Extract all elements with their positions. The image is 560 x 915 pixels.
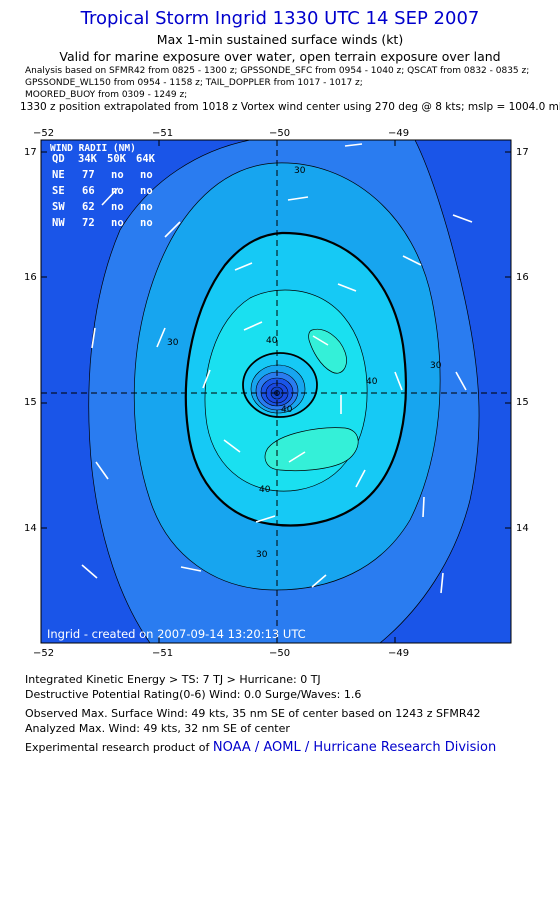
destructive-potential-line: Destructive Potential Rating(0-6) Wind: … xyxy=(25,688,362,701)
lon-tick-bottom: −49 xyxy=(388,648,410,659)
wind-radii-cell: no xyxy=(140,201,153,213)
wind-radii-cell: 72 xyxy=(82,217,95,229)
position-note: 1330 z position extrapolated from 1018 z… xyxy=(20,101,560,113)
center-crosshair xyxy=(41,140,511,643)
wind-radii-header: 34K xyxy=(78,153,98,165)
observed-max-wind-line: Observed Max. Surface Wind: 49 kts, 35 n… xyxy=(25,707,481,720)
wind-radii-table: WIND RADII (NM) QD 34K 50K 64K NE 77 no … xyxy=(50,143,156,229)
lat-tick-right: 17 xyxy=(516,147,529,158)
wind-radii-header: 50K xyxy=(107,153,127,165)
wind-radii-cell: no xyxy=(111,201,124,213)
lon-tick-bottom: −52 xyxy=(33,648,55,659)
page-title: Tropical Storm Ingrid 1330 UTC 14 SEP 20… xyxy=(80,8,480,29)
axis-tick-marks xyxy=(40,140,511,643)
kinetic-energy-line: Integrated Kinetic Energy > TS: 7 TJ > H… xyxy=(25,673,321,686)
lat-tick-left: 15 xyxy=(24,397,37,408)
analyzed-max-wind-line: Analyzed Max. Wind: 49 kts, 32 nm SE of … xyxy=(25,722,290,735)
analysis-sources-line-3: MOORED_BUOY from 0309 - 1249 z; xyxy=(25,90,188,100)
contour-label: 40 xyxy=(259,485,271,495)
subtitle-winds: Max 1-min sustained surface winds (kt) xyxy=(156,32,404,47)
wind-radii-header: 64K xyxy=(136,153,156,165)
wind-radii-cell: no xyxy=(140,169,153,181)
credit-line: Experimental research product of NOAA / … xyxy=(25,740,496,755)
contour-label: 30 xyxy=(167,338,179,348)
contour-label: 30 xyxy=(430,361,442,371)
lat-tick-right: 16 xyxy=(516,272,529,283)
subtitle-exposure: Valid for marine exposure over water, op… xyxy=(59,49,501,64)
lon-tick-top: −52 xyxy=(33,128,55,139)
lon-tick-top: −51 xyxy=(152,128,174,139)
wind-radii-cell: NE xyxy=(52,169,65,181)
wind-radii-cell: 66 xyxy=(82,185,95,197)
wind-radii-cell: SE xyxy=(52,185,65,197)
lat-tick-right: 14 xyxy=(516,523,529,534)
contour-label: 40 xyxy=(281,405,293,415)
wind-radii-title: WIND RADII (NM) xyxy=(50,143,136,154)
wind-radii-cell: 62 xyxy=(82,201,95,213)
lat-tick-right: 15 xyxy=(516,397,529,408)
wind-maximum-patch-south xyxy=(264,427,359,472)
map-frame xyxy=(40,139,512,644)
wind-radii-cell: 77 xyxy=(82,169,95,181)
wind-radii-cell: no xyxy=(140,217,153,229)
wind-radii-cell: SW xyxy=(52,201,65,213)
wind-radii-header: QD xyxy=(52,153,65,165)
contour-label: 30 xyxy=(294,166,306,176)
wind-vector-field xyxy=(81,143,473,594)
wind-maximum-patch-north xyxy=(308,328,347,374)
contour-label: 40 xyxy=(366,377,378,387)
wind-field-map: 30 30 30 40 40 40 40 30 WIND RADII (NM) … xyxy=(40,139,512,644)
wind-radii-cell: NW xyxy=(52,217,65,229)
lon-tick-top: −50 xyxy=(269,128,291,139)
lat-tick-left: 16 xyxy=(24,272,37,283)
lat-tick-left: 14 xyxy=(24,523,37,534)
lat-tick-left: 17 xyxy=(24,147,37,158)
lon-tick-bottom: −51 xyxy=(152,648,174,659)
hrd-link[interactable]: NOAA / AOML / Hurricane Research Divisio… xyxy=(212,740,497,755)
credit-prefix: Experimental research product of xyxy=(25,741,213,754)
wind-radii-cell: no xyxy=(111,217,124,229)
wind-radii-cell: no xyxy=(111,169,124,181)
analysis-sources-line-2: GPSSONDE_WL150 from 0954 - 1158 z; TAIL_… xyxy=(25,78,363,88)
analysis-sources-line-1: Analysis based on SFMR42 from 0825 - 130… xyxy=(25,66,530,76)
lon-tick-bottom: −50 xyxy=(269,648,291,659)
wind-radii-cell: no xyxy=(140,185,153,197)
contour-label: 40 xyxy=(266,336,278,346)
contour-label: 30 xyxy=(256,550,268,560)
lon-tick-top: −49 xyxy=(388,128,410,139)
map-footer-created: Ingrid - created on 2007-09-14 13:20:13 … xyxy=(47,627,306,641)
wind-radii-cell: no xyxy=(111,185,124,197)
